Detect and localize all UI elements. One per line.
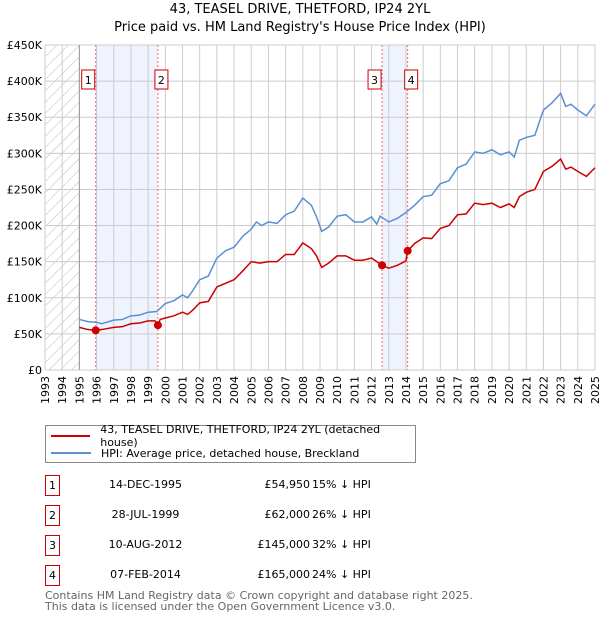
- chart-title: 43, TEASEL DRIVE, THETFORD, IP24 2YL: [169, 2, 431, 17]
- x-tick-label: 2014: [400, 376, 413, 404]
- transaction-hpi-diff: 15% ↓ HPI: [312, 478, 371, 491]
- x-tick-label: 2017: [452, 376, 465, 404]
- sale-point: [91, 326, 100, 335]
- x-tick-label: 2021: [520, 376, 533, 404]
- legend-label: 43, TEASEL DRIVE, THETFORD, IP24 2YL (de…: [100, 423, 381, 449]
- x-tick-label: 2019: [486, 376, 499, 404]
- x-tick-label: 2002: [194, 376, 207, 404]
- y-tick-label: £450K: [7, 39, 43, 52]
- x-tick-label: 1998: [125, 376, 138, 404]
- y-tick-label: £200K: [7, 220, 43, 233]
- x-tick-label: 2006: [262, 376, 275, 404]
- x-tick-label: 2003: [211, 376, 224, 404]
- x-tick-label: 2009: [314, 376, 327, 404]
- series-line: [79, 157, 596, 332]
- x-tick-label: 1993: [39, 376, 52, 404]
- transaction-badge: 2: [45, 505, 60, 526]
- x-tick-label: 1994: [56, 376, 69, 404]
- legend-swatch-red: [51, 435, 91, 437]
- transaction-date: 10-AUG-2012: [108, 538, 183, 551]
- x-tick-label: 1996: [91, 376, 104, 404]
- sale-badge-label: 4: [408, 74, 415, 87]
- x-tick-label: 2024: [572, 376, 585, 404]
- footer-copyright: Contains HM Land Registry data © Crown c…: [45, 589, 473, 602]
- transaction-badge: 1: [45, 475, 60, 496]
- legend-item-hpi: HPI: Average price, detached house, Brec…: [51, 445, 359, 461]
- transaction-price: £62,000: [264, 508, 311, 521]
- y-tick-label: £350K: [7, 111, 43, 124]
- y-tick-label: £100K: [7, 292, 43, 305]
- footer: Contains HM Land Registry data © Crown c…: [45, 590, 473, 612]
- legend-label: HPI: Average price, detached house, Brec…: [101, 446, 360, 460]
- x-tick-label: 2018: [469, 376, 482, 404]
- y-tick-label: £300K: [7, 147, 43, 160]
- transaction-badge: 3: [45, 535, 60, 556]
- transaction-badge: 4: [45, 565, 60, 586]
- x-tick-label: 1997: [108, 376, 121, 404]
- chart-subtitle: Price paid vs. HM Land Registry's House …: [114, 20, 486, 35]
- x-tick-label: 1999: [142, 376, 155, 404]
- x-tick-label: 1995: [73, 376, 86, 404]
- transaction-hpi-diff: 26% ↓ HPI: [312, 508, 371, 521]
- y-tick-label: £400K: [7, 75, 43, 88]
- x-tick-label: 2015: [417, 376, 430, 404]
- x-tick-label: 2022: [537, 376, 550, 404]
- x-tick-label: 2016: [434, 376, 447, 404]
- transaction-price: £145,000: [257, 538, 311, 551]
- transaction-price: £54,950: [264, 478, 311, 491]
- sale-badge: [81, 69, 96, 90]
- footer-licence: This data is licensed under the Open Gov…: [45, 600, 396, 613]
- sale-point: [378, 261, 387, 270]
- y-tick-label: £0: [28, 364, 42, 377]
- x-tick-label: 2023: [555, 376, 568, 404]
- sale-badge: [154, 69, 169, 90]
- x-tick-label: 2004: [228, 376, 241, 404]
- x-tick-label: 2012: [366, 376, 379, 404]
- y-tick-label: £250K: [7, 183, 43, 196]
- x-tick-label: 2011: [348, 376, 361, 404]
- transaction-date: 14-DEC-1995: [108, 478, 183, 491]
- x-tick-label: 2010: [331, 376, 344, 404]
- transaction-date: 07-FEB-2014: [110, 568, 181, 581]
- sale-badge: [404, 69, 419, 90]
- sale-point: [153, 321, 162, 330]
- sale-badge-label: 1: [85, 74, 92, 87]
- sale-badge-label: 3: [371, 74, 378, 87]
- x-tick-label: 2001: [177, 376, 190, 404]
- x-tick-label: 2000: [159, 376, 172, 404]
- transaction-hpi-diff: 24% ↓ HPI: [312, 568, 371, 581]
- legend-item-property: 43, TEASEL DRIVE, THETFORD, IP24 2YL (de…: [51, 423, 415, 449]
- transaction-date: 28-JUL-1999: [111, 508, 180, 521]
- transaction-price: £165,000: [257, 568, 311, 581]
- legend: 43, TEASEL DRIVE, THETFORD, IP24 2YL (de…: [45, 423, 416, 463]
- x-tick-label: 2020: [503, 376, 516, 404]
- x-tick-label: 2005: [245, 376, 258, 404]
- sale-badge-label: 2: [158, 74, 165, 87]
- y-tick-label: £150K: [7, 256, 43, 269]
- x-tick-label: 2008: [297, 376, 310, 404]
- x-tick-label: 2013: [383, 376, 396, 404]
- shaded-range: [95, 45, 158, 370]
- x-tick-label: 2007: [280, 376, 293, 404]
- transaction-hpi-diff: 32% ↓ HPI: [312, 538, 371, 551]
- y-tick-label: £50K: [14, 328, 43, 341]
- price-chart: 1993 1994 1995 1996 1997 1998 1999 2000 2001 2002…: [7, 39, 600, 404]
- shaded-range: [382, 45, 408, 370]
- series-line: [79, 91, 596, 325]
- sale-point: [403, 246, 412, 255]
- legend-swatch-blue: [51, 452, 91, 454]
- x-tick-label: 2025: [589, 376, 600, 404]
- sale-badge: [367, 69, 382, 90]
